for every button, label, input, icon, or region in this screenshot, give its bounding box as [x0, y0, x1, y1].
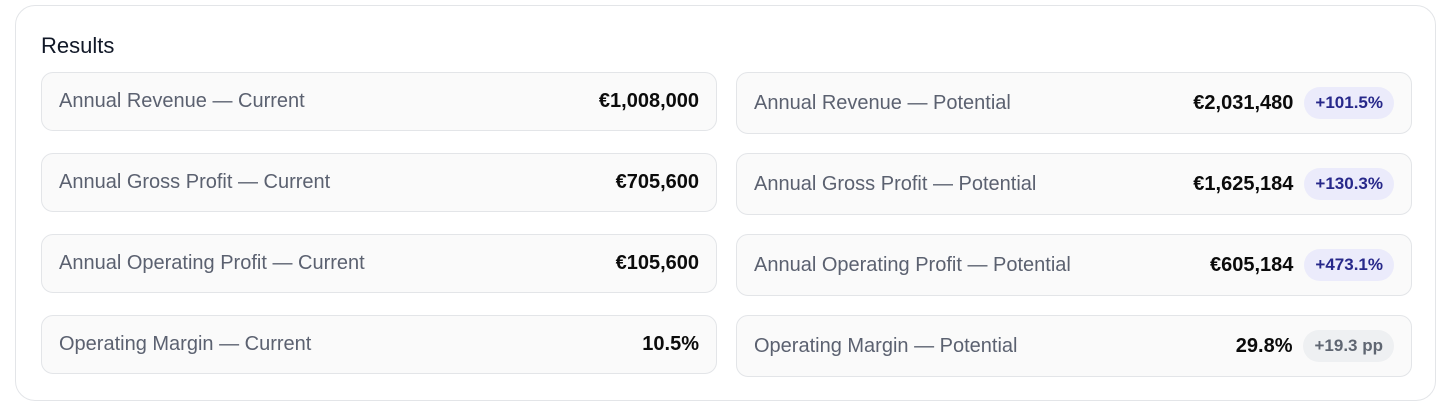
metric-label: Operating Margin — Potential — [754, 334, 1018, 357]
results-title: Results — [41, 33, 115, 58]
change-badge: +473.1% — [1304, 249, 1394, 281]
metric-value: €1,008,000 — [598, 90, 699, 112]
metric-label: Annual Gross Profit — Potential — [754, 172, 1037, 195]
metric-value: €1,625,184 — [1193, 172, 1294, 195]
metric-label: Annual Gross Profit — Current — [59, 171, 331, 193]
metric-card-annual-revenue-potential: Annual Revenue — Potential €2,031,480 +1… — [736, 72, 1412, 134]
metric-value: €605,184 — [1209, 253, 1294, 276]
metric-value: €105,600 — [615, 252, 699, 274]
metric-value: €705,600 — [615, 171, 699, 193]
change-badge: +130.3% — [1304, 168, 1394, 200]
metric-card-annual-gross-profit-potential: Annual Gross Profit — Potential €1,625,1… — [736, 153, 1412, 215]
metric-value: €2,031,480 — [1193, 91, 1294, 114]
metric-label: Annual Operating Profit — Potential — [754, 253, 1071, 276]
metric-label: Operating Margin — Current — [59, 333, 312, 355]
metric-label: Annual Operating Profit — Current — [59, 252, 365, 274]
change-badge: +19.3 pp — [1303, 330, 1394, 362]
metric-value: 29.8% — [1235, 334, 1293, 357]
metric-value-group: €2,031,480 +101.5% — [1193, 87, 1394, 119]
metric-value-group: €605,184 +473.1% — [1210, 249, 1394, 281]
metric-label: Annual Revenue — Potential — [754, 91, 1011, 114]
metric-card-operating-margin-current: Operating Margin — Current 10.5% — [41, 315, 717, 374]
metric-label: Annual Revenue — Current — [59, 90, 305, 112]
metric-value-group: 29.8% +19.3 pp — [1236, 330, 1394, 362]
metric-card-annual-operating-profit-potential: Annual Operating Profit — Potential €605… — [736, 234, 1412, 296]
metric-value: 10.5% — [642, 333, 699, 355]
metric-card-annual-revenue-current: Annual Revenue — Current €1,008,000 — [41, 72, 717, 131]
results-panel: Results Annual Revenue — Current €1,008,… — [15, 5, 1436, 401]
metric-value-group: €1,625,184 +130.3% — [1193, 168, 1394, 200]
metric-card-annual-gross-profit-current: Annual Gross Profit — Current €705,600 — [41, 153, 717, 212]
metric-card-annual-operating-profit-current: Annual Operating Profit — Current €105,6… — [41, 234, 717, 293]
change-badge: +101.5% — [1304, 87, 1394, 119]
metric-card-operating-margin-potential: Operating Margin — Potential 29.8% +19.3… — [736, 315, 1412, 377]
